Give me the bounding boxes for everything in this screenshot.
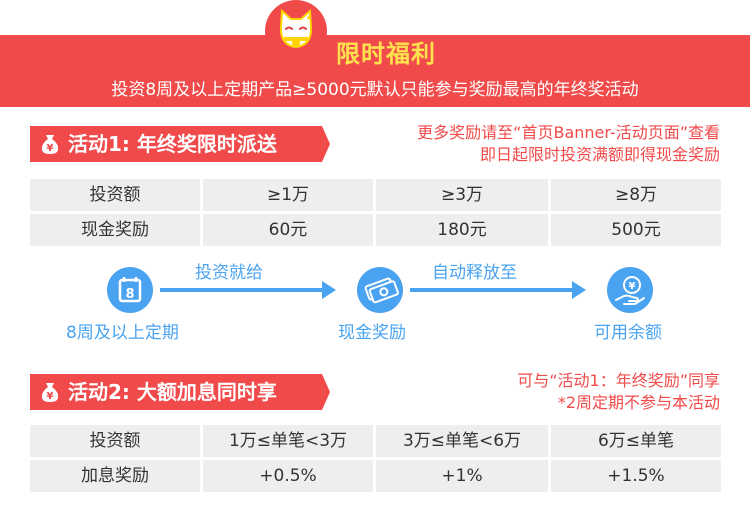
yuan-hand-icon: ¥ (615, 276, 645, 305)
table-cell: ≥3万 (376, 179, 548, 211)
table-cell: 6万≤单笔 (551, 425, 721, 457)
calendar-step: 8 (107, 267, 153, 313)
money-bag-icon: ¥ (41, 383, 59, 402)
table-cell: +0.5% (203, 460, 373, 492)
header-banner (0, 35, 750, 107)
svg-text:¥: ¥ (47, 391, 54, 402)
activity1-note: 更多奖励请至“首页Banner-活动页面”查看 即日起限时投资满额即得现金奖励 (417, 122, 720, 166)
table-cell: +1.5% (551, 460, 721, 492)
svg-text:¥: ¥ (47, 143, 54, 154)
table-cell: 投资额 (30, 179, 200, 211)
calendar-icon: 8 (118, 277, 142, 303)
cash-step (357, 267, 403, 313)
activity1-table: 投资额 ≥1万 ≥3万 ≥8万 现金奖励 60元 180元 500元 (30, 179, 722, 246)
table-cell: 60元 (203, 214, 373, 246)
table-cell: 500元 (551, 214, 721, 246)
flow-arrow (160, 281, 336, 299)
activity1-note-line: 更多奖励请至“首页Banner-活动页面”查看 (417, 123, 720, 142)
activity2-table: 投资额 1万≤单笔<3万 3万≤单笔<6万 6万≤单笔 加息奖励 +0.5% +… (30, 425, 722, 492)
activity2-title: 活动2: 大额加息同时享 (68, 380, 277, 404)
table-cell: 加息奖励 (30, 460, 200, 492)
table-cell: 1万≤单笔<3万 (203, 425, 373, 457)
table-cell: ≥8万 (551, 179, 721, 211)
svg-text:¥: ¥ (629, 281, 636, 292)
flow-step-label: 8周及以上定期 (66, 323, 179, 343)
table-cell: 180元 (376, 214, 548, 246)
flow-step-label: 可用余额 (594, 323, 662, 343)
lucky-cat-icon (279, 8, 313, 49)
activity2-tag: ¥ 活动2: 大额加息同时享 (30, 374, 330, 410)
balance-step: ¥ (607, 267, 653, 313)
flow-arrow-label: 投资就给 (195, 263, 263, 283)
banner-title: 限时福利 (336, 40, 436, 68)
table-cell: ≥1万 (203, 179, 373, 211)
calendar-day: 8 (125, 287, 134, 302)
money-bag-icon: ¥ (41, 135, 59, 154)
flow-arrow-label: 自动释放至 (432, 263, 517, 283)
activity2-note: 可与“活动1：年终奖励”同享 *2周定期不参与本活动 (517, 370, 720, 414)
activity2-note-line: 可与“活动1：年终奖励”同享 (517, 371, 720, 390)
activity1-note-line: 即日起限时投资满额即得现金奖励 (479, 145, 720, 164)
table-cell: 现金奖励 (30, 214, 200, 246)
flow-step-label: 现金奖励 (338, 323, 406, 343)
table-cell: 3万≤单笔<6万 (376, 425, 548, 457)
table-cell: 投资额 (30, 425, 200, 457)
flow-arrow (410, 281, 586, 299)
banner-subtitle: 投资8周及以上定期产品≥5000元默认只能参与奖励最高的年终奖活动 (111, 80, 639, 100)
activity1-tag: ¥ 活动1: 年终奖限时派送 (30, 126, 330, 162)
table-cell: +1% (376, 460, 548, 492)
cash-icon (364, 277, 399, 304)
activity1-title: 活动1: 年终奖限时派送 (68, 132, 277, 156)
activity2-note-line: *2周定期不参与本活动 (557, 393, 720, 412)
lucky-cat-badge (265, 0, 327, 62)
